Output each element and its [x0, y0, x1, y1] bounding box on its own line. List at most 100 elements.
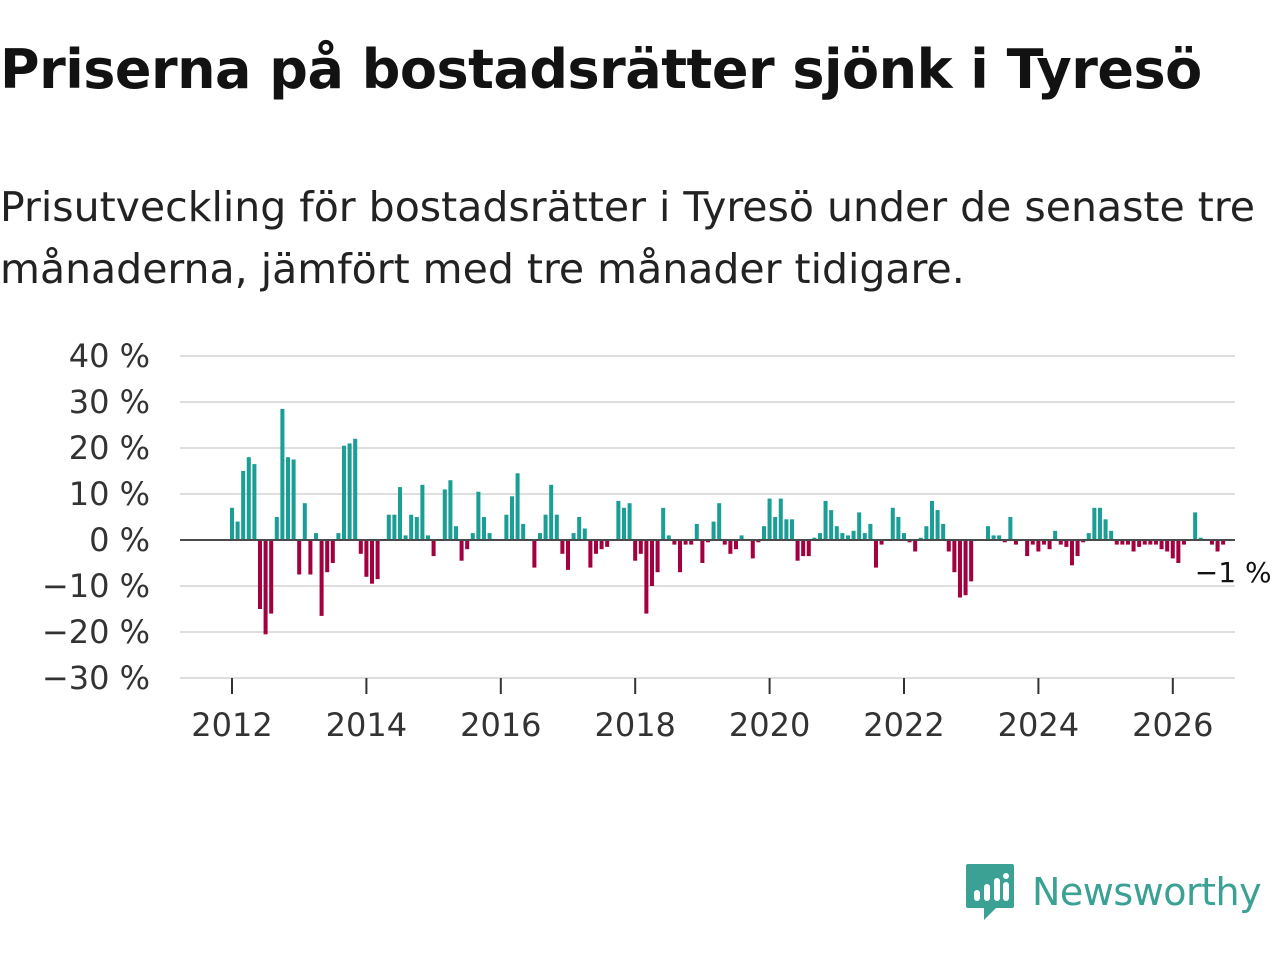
gridlines	[180, 355, 1235, 679]
bar	[873, 540, 878, 568]
bar	[470, 533, 475, 540]
bar	[274, 517, 279, 540]
bar	[845, 535, 850, 540]
bar	[649, 540, 654, 586]
bar	[515, 473, 520, 540]
bar	[1131, 540, 1136, 552]
bar	[521, 523, 526, 540]
bar	[509, 496, 514, 540]
newsworthy-logo-icon	[966, 864, 1014, 920]
bar	[358, 540, 363, 554]
bar	[341, 445, 347, 540]
bar	[627, 503, 632, 540]
bar	[941, 523, 946, 540]
bar	[481, 517, 486, 540]
bar	[1181, 540, 1186, 545]
bar	[907, 540, 912, 543]
bar	[661, 507, 666, 540]
bar	[453, 526, 459, 540]
bar	[683, 540, 688, 545]
x-tick-label: 2024	[998, 706, 1079, 744]
bar	[1075, 540, 1080, 557]
bar	[543, 514, 548, 540]
bar	[722, 540, 727, 545]
bar	[1209, 540, 1214, 545]
bar	[789, 519, 794, 540]
bar	[817, 533, 822, 540]
bar	[1086, 533, 1091, 540]
x-tick-label: 2012	[191, 706, 272, 744]
bar	[616, 500, 621, 540]
bar	[403, 535, 408, 540]
bar	[963, 540, 968, 596]
bar	[235, 521, 240, 540]
bar	[801, 540, 806, 557]
bar	[997, 535, 1002, 540]
bar	[285, 457, 291, 540]
bar	[991, 535, 996, 540]
bar	[1041, 540, 1046, 545]
bar	[638, 540, 643, 554]
bar	[896, 517, 901, 540]
bar	[739, 535, 744, 540]
bar	[672, 540, 677, 545]
bar	[1002, 540, 1007, 543]
newsworthy-logo[interactable]: Newsworthy	[964, 862, 1262, 922]
bar	[420, 484, 425, 540]
bar	[969, 540, 974, 582]
bar	[487, 533, 492, 540]
bar	[812, 537, 817, 540]
x-tick-label: 2020	[729, 706, 810, 744]
x-axis: 2012 2014 2016 2018 2020 2022 2024 2026	[191, 678, 1214, 744]
bar	[554, 514, 559, 540]
bar	[1142, 540, 1147, 545]
bar	[1170, 540, 1175, 559]
bar	[448, 480, 453, 540]
bar	[375, 540, 380, 580]
bar	[347, 443, 352, 540]
bar	[325, 540, 330, 573]
bar	[308, 540, 313, 575]
bar	[269, 540, 274, 614]
bar	[689, 540, 694, 545]
y-tick-label: 20 %	[69, 429, 150, 467]
bar	[302, 503, 307, 540]
bar	[291, 459, 296, 540]
bar	[386, 514, 391, 540]
bar	[1215, 540, 1220, 552]
bar	[1148, 540, 1153, 545]
bar	[644, 540, 649, 614]
bar	[593, 540, 598, 554]
bar	[633, 540, 638, 561]
bar	[862, 533, 867, 540]
bar	[560, 540, 565, 554]
bar	[823, 500, 828, 540]
bar	[890, 507, 895, 540]
bar	[717, 503, 722, 540]
x-tick-label: 2022	[863, 706, 944, 744]
bar	[252, 464, 257, 540]
bar	[694, 523, 699, 540]
y-tick-label: 40 %	[69, 337, 150, 375]
x-tick-label: 2018	[594, 706, 675, 744]
bar	[728, 540, 733, 554]
bar	[1120, 540, 1125, 545]
bar	[784, 519, 789, 540]
bar	[1125, 540, 1130, 545]
chart-title: Priserna på bostadsrätter sjönk i Tyresö	[0, 38, 1202, 101]
bar	[1047, 540, 1052, 550]
bar	[1153, 540, 1158, 545]
bar	[431, 540, 436, 557]
x-tick-label: 2014	[326, 706, 407, 744]
bar	[913, 540, 918, 552]
bar	[677, 540, 682, 573]
bar	[241, 471, 246, 540]
y-tick-label: 30 %	[69, 383, 150, 421]
bar	[565, 540, 570, 570]
bar	[549, 484, 554, 540]
bar	[705, 540, 710, 543]
bar	[353, 438, 358, 540]
bar	[605, 540, 610, 547]
bar	[1193, 512, 1198, 540]
bar	[409, 514, 414, 540]
